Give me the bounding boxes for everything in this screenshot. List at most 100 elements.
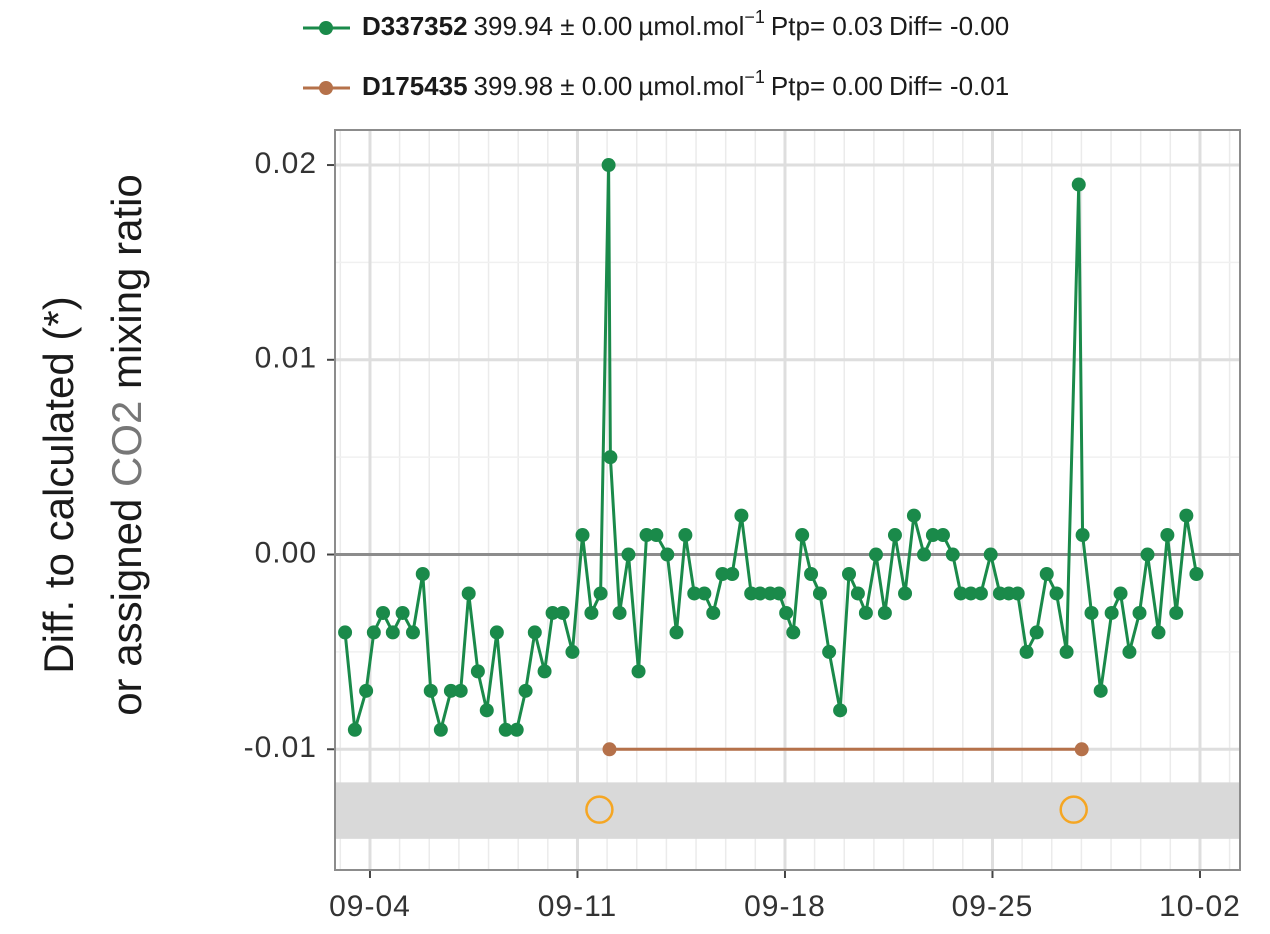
- point: [917, 547, 932, 562]
- point: [433, 722, 448, 737]
- point: [1189, 567, 1204, 581]
- point: [1010, 586, 1025, 601]
- point: [868, 547, 883, 562]
- point: [385, 625, 400, 640]
- legend-dot: [319, 21, 333, 35]
- legend-entry: D337352 399.94 ± 0.00 µmol.mol−1 Ptp= 0.03 D…: [362, 7, 1009, 41]
- point: [1029, 625, 1044, 640]
- point: [850, 586, 865, 601]
- x-tick-label: 09-25: [952, 890, 1034, 923]
- point: [812, 586, 827, 601]
- point: [359, 683, 374, 698]
- point: [887, 528, 902, 543]
- point: [804, 567, 819, 581]
- legend-unit: µmol.mol: [638, 71, 744, 101]
- point: [621, 547, 636, 562]
- marker: [585, 795, 614, 824]
- point: [822, 644, 837, 659]
- point: [715, 567, 730, 581]
- point: [953, 586, 968, 601]
- point: [1039, 567, 1054, 581]
- point: [1113, 586, 1128, 601]
- point: [973, 586, 988, 601]
- point: [649, 528, 664, 543]
- point: [489, 625, 504, 640]
- point: [537, 664, 552, 679]
- point: [935, 528, 950, 543]
- y-label-line1: Diff. to calculated (*): [35, 296, 82, 673]
- point: [678, 528, 693, 543]
- point: [366, 625, 381, 640]
- point: [376, 605, 391, 620]
- legend-diff: Diff= -0.01: [889, 71, 1009, 101]
- legend-name: D175435: [362, 71, 468, 101]
- point: [479, 703, 494, 718]
- y-label-post: mixing ratio: [103, 174, 150, 389]
- point: [443, 683, 458, 698]
- series-line: [343, 165, 1198, 736]
- point: [527, 625, 542, 640]
- point: [1019, 644, 1034, 659]
- point: [1075, 528, 1090, 543]
- point: [925, 528, 940, 543]
- x-tick-label: 09-18: [744, 890, 826, 923]
- point: [842, 567, 857, 581]
- legend-name: D337352: [362, 11, 468, 41]
- legend-unit: µmol.mol: [638, 11, 744, 41]
- legend-diff: Diff= -0.00: [889, 11, 1009, 41]
- y-label-pre: or assigned: [103, 499, 150, 716]
- y-tick-label: 0.02: [255, 147, 317, 180]
- point: [1151, 625, 1166, 640]
- point: [1104, 605, 1119, 620]
- point: [779, 605, 794, 620]
- point: [945, 547, 960, 562]
- x-tick-label: 10-02: [1159, 890, 1241, 923]
- point: [518, 683, 533, 698]
- point: [795, 528, 810, 543]
- point: [833, 703, 848, 718]
- point: [697, 586, 712, 601]
- point: [786, 625, 801, 640]
- legend-entry: D175435 399.98 ± 0.00 µmol.mol−1 Ptp= 0.00 D…: [362, 67, 1009, 101]
- point: [1071, 177, 1086, 192]
- point: [1084, 605, 1099, 620]
- point: [898, 586, 913, 601]
- point: [555, 605, 570, 620]
- y-label-species: CO2: [103, 401, 150, 487]
- point: [601, 158, 616, 173]
- point: [1122, 644, 1137, 659]
- point: [575, 528, 590, 543]
- point: [877, 605, 892, 620]
- point: [1049, 586, 1064, 601]
- point: [660, 547, 675, 562]
- point: [639, 528, 654, 543]
- point: [631, 664, 646, 679]
- point: [725, 567, 740, 581]
- point: [1093, 683, 1108, 698]
- x-tick-label: 09-04: [329, 890, 411, 923]
- legend-dot: [319, 81, 333, 95]
- point: [603, 450, 618, 465]
- point: [395, 605, 410, 620]
- point: [509, 722, 524, 737]
- point: [593, 586, 608, 601]
- point: [772, 586, 787, 601]
- point: [687, 586, 702, 601]
- y-tick-label: 0.00: [255, 536, 317, 569]
- point: [498, 722, 513, 737]
- point: [1140, 547, 1155, 562]
- legend-stats: 399.98 ± 0.00: [474, 71, 633, 101]
- point: [963, 586, 978, 601]
- point: [338, 625, 353, 640]
- point: [1169, 605, 1184, 620]
- point: [1160, 528, 1175, 543]
- point: [669, 625, 684, 640]
- point: [1059, 644, 1074, 659]
- legend-stats: 399.94 ± 0.00: [474, 11, 633, 41]
- point: [415, 567, 430, 581]
- y-tick-label: 0.01: [255, 342, 317, 375]
- band: [335, 782, 1240, 839]
- point: [453, 683, 468, 698]
- point: [1132, 605, 1147, 620]
